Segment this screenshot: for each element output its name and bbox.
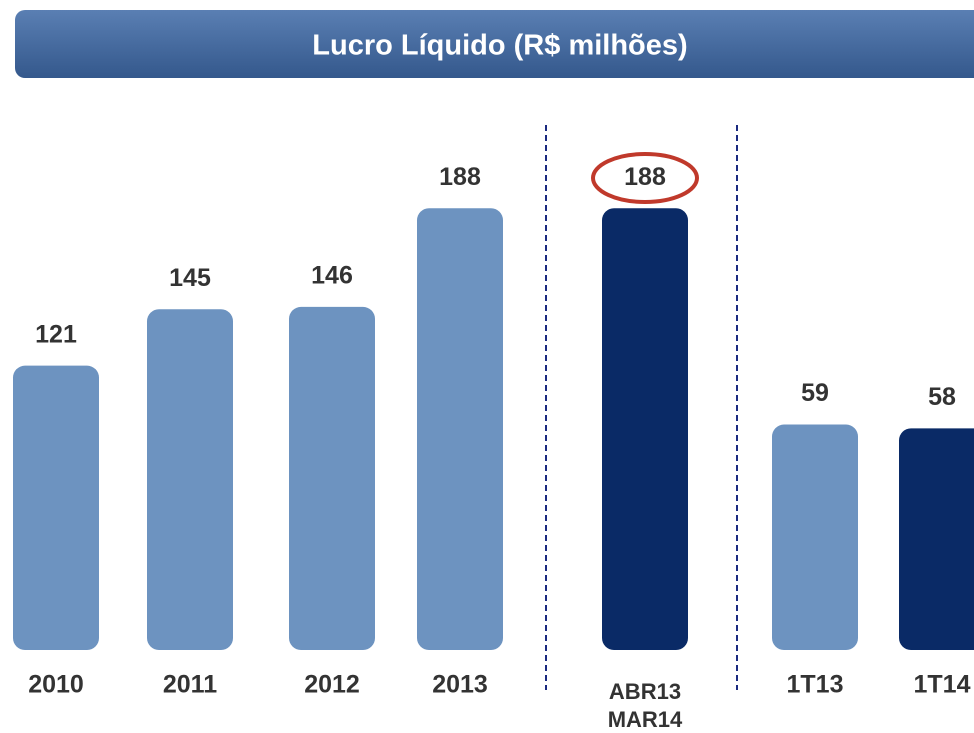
x-tick-label: 2011 <box>163 671 217 699</box>
value-label: 121 <box>35 320 77 348</box>
x-tick-label: 2012 <box>304 671 360 699</box>
bar <box>147 309 233 650</box>
bar <box>602 208 688 650</box>
chart-title: Lucro Líquido (R$ milhões) <box>312 30 687 62</box>
value-label: 58 <box>928 383 956 411</box>
bar <box>289 306 375 650</box>
x-tick-label: 1T13 <box>787 671 844 699</box>
x-tick-label: ABR13 MAR14 <box>608 679 683 732</box>
x-tick-label: 1T14 <box>914 671 971 699</box>
value-label: 145 <box>169 264 211 292</box>
bar <box>417 208 503 650</box>
highlight-circle <box>591 152 699 204</box>
title-banner <box>15 10 974 78</box>
bar <box>899 428 974 650</box>
x-tick-label: 2010 <box>28 671 84 699</box>
bar <box>13 365 99 650</box>
value-label: 188 <box>439 163 481 191</box>
bar <box>772 424 858 650</box>
value-label: 146 <box>311 262 353 290</box>
value-label: 188 <box>624 163 666 191</box>
value-label: 59 <box>801 379 829 407</box>
x-tick-label: 2013 <box>432 671 488 699</box>
